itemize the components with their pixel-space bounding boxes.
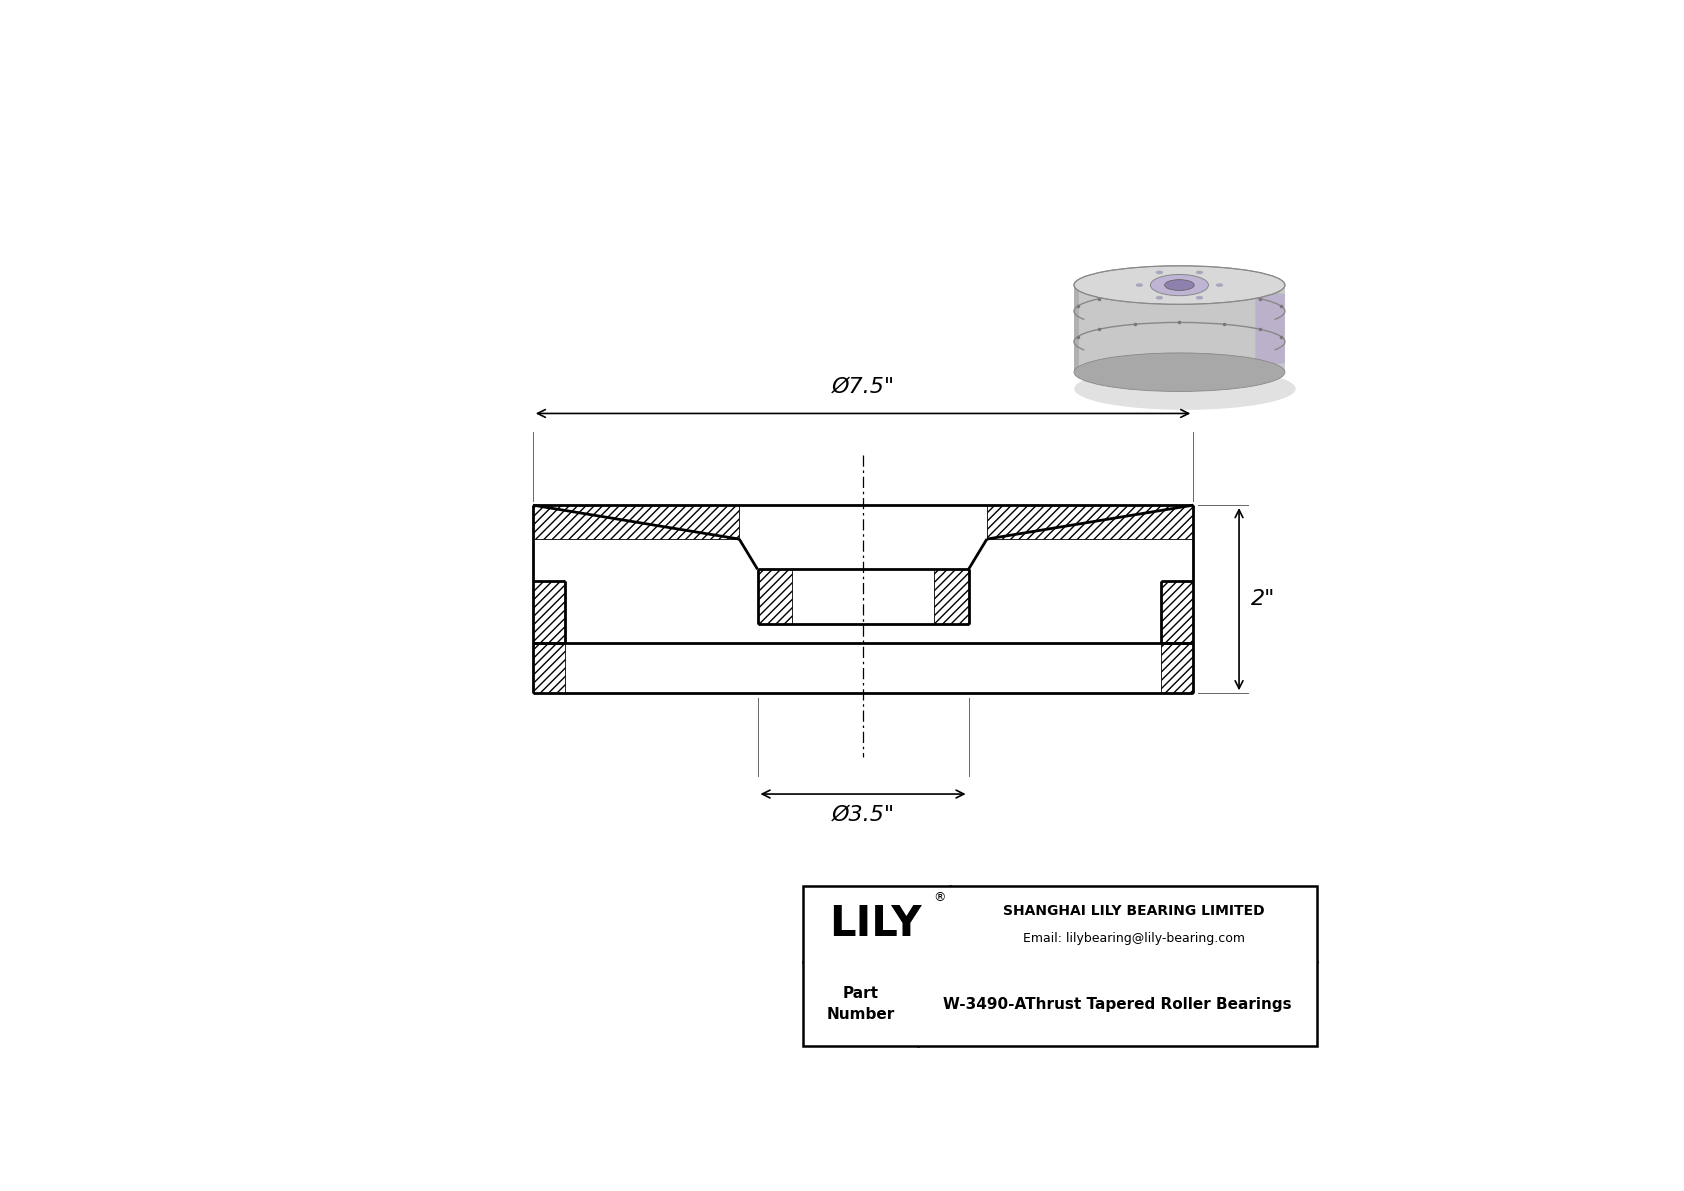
Text: Part
Number: Part Number	[827, 986, 894, 1022]
Text: Email: lilybearing@lily-bearing.com: Email: lilybearing@lily-bearing.com	[1022, 933, 1244, 944]
Ellipse shape	[1155, 270, 1164, 274]
Ellipse shape	[1155, 295, 1164, 300]
Text: Ø7.5": Ø7.5"	[832, 376, 894, 397]
Ellipse shape	[1196, 295, 1202, 300]
Text: LILY: LILY	[829, 903, 921, 944]
Ellipse shape	[1074, 368, 1295, 410]
Text: SHANGHAI LILY BEARING LIMITED: SHANGHAI LILY BEARING LIMITED	[1002, 904, 1265, 918]
Text: Ø3.5": Ø3.5"	[832, 805, 894, 825]
Text: ®: ®	[933, 891, 945, 904]
Ellipse shape	[1074, 266, 1285, 305]
Polygon shape	[1255, 289, 1285, 368]
Polygon shape	[1074, 285, 1285, 372]
Ellipse shape	[1150, 274, 1209, 295]
Polygon shape	[1074, 285, 1078, 372]
Ellipse shape	[1196, 270, 1202, 274]
Bar	[803, 886, 1317, 1046]
Ellipse shape	[1135, 283, 1143, 287]
Text: 2": 2"	[1251, 590, 1275, 609]
Ellipse shape	[1165, 280, 1194, 291]
Ellipse shape	[1074, 353, 1285, 392]
Ellipse shape	[1216, 283, 1223, 287]
Text: W-3490-AThrust Tapered Roller Bearings: W-3490-AThrust Tapered Roller Bearings	[943, 997, 1292, 1011]
